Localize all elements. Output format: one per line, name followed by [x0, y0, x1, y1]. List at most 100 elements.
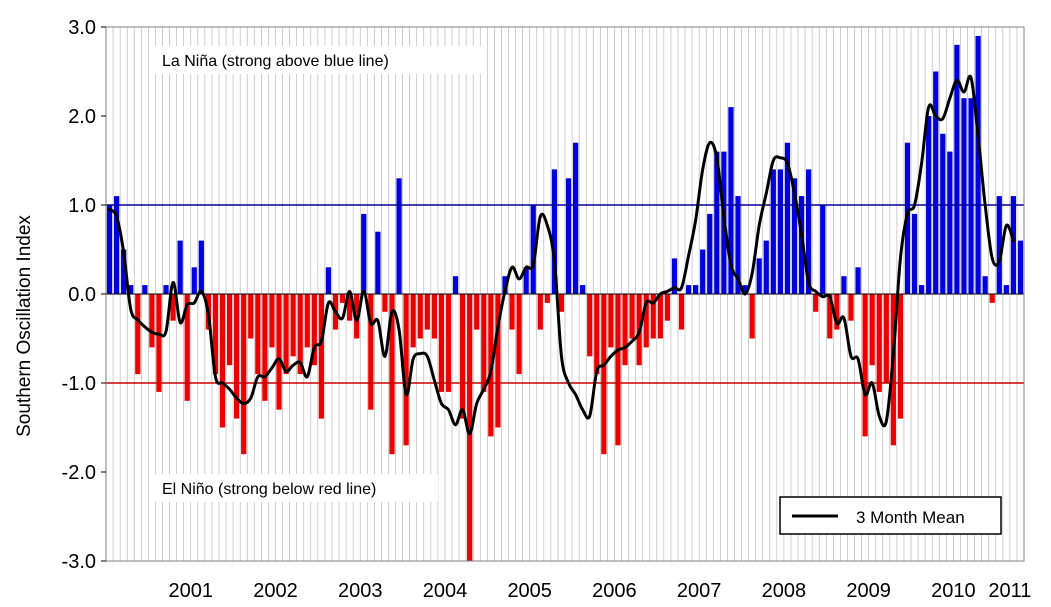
soi-bar [933, 71, 939, 294]
soi-bar [431, 294, 437, 339]
soi-bar [474, 294, 480, 330]
soi-bar [707, 213, 713, 294]
soi-bar [325, 267, 332, 294]
soi-bar [156, 294, 162, 392]
soi-bar [869, 294, 875, 366]
y-tick-label: 1.0 [68, 195, 96, 217]
soi-bar [911, 213, 918, 294]
soi-bar [276, 294, 282, 410]
soi-bar [982, 276, 988, 294]
soi-bar [763, 240, 769, 294]
soi-bar [283, 294, 289, 375]
soi-bar [587, 294, 593, 357]
y-axis-ticks: 3.0 2.0 1.0 0.0 -1.0 -2.0 -3.0 [62, 17, 106, 573]
soi-bar [693, 285, 699, 294]
y-tick-label: 0.0 [68, 284, 96, 306]
soi-bar [749, 294, 755, 339]
la-nina-annotation: La Niña (strong above blue line) [162, 53, 389, 70]
x-tick-label: 2009 [846, 580, 891, 602]
soi-bar [234, 294, 240, 419]
soi-bar [297, 294, 303, 375]
soi-bar [382, 294, 388, 312]
soi-bar [113, 196, 120, 294]
y-axis-title: Southern Oscillation Index [14, 215, 35, 437]
x-tick-label: 2007 [677, 580, 722, 602]
soi-bar [841, 276, 847, 294]
soi-bar [311, 294, 317, 366]
soi-bar [290, 294, 296, 357]
soi-bar [106, 205, 113, 294]
soi-bar [608, 294, 614, 348]
soi-bar [219, 294, 226, 428]
soi-bar [424, 294, 430, 330]
x-tick-label: 2001 [168, 580, 213, 602]
soi-bar [650, 294, 656, 339]
soi-bar [615, 294, 621, 446]
soi-bar [354, 294, 360, 339]
soi-bar [629, 294, 635, 339]
x-tick-label: 2010 [931, 580, 976, 602]
soi-bar [989, 294, 995, 303]
soi-bar [834, 294, 840, 330]
la-nina-annotation-box [155, 46, 487, 74]
soi-bar [820, 205, 826, 294]
soi-bar [361, 213, 367, 294]
soi-bar [580, 285, 586, 294]
soi-bar [664, 294, 671, 321]
soi-bar [523, 267, 529, 294]
soi-bar [452, 276, 459, 294]
soi-bar [1010, 196, 1017, 294]
x-tick-label: 2011 [988, 580, 1031, 602]
soi-bar [883, 294, 889, 383]
soi-bar [798, 196, 805, 294]
soi-bar [389, 294, 395, 455]
soi-bar [163, 285, 169, 294]
soi-bar [537, 294, 543, 330]
soi-bar [855, 267, 861, 294]
x-axis-ticks: 2001 2002 2003 2004 2005 2006 2007 2008 2009 2010… [168, 580, 1031, 602]
soi-bar [339, 294, 346, 303]
y-tick-label: -3.0 [62, 551, 96, 573]
soi-bar [728, 107, 734, 294]
x-tick-label: 2002 [253, 580, 298, 602]
soi-bar [304, 294, 310, 348]
soi-bar [791, 178, 798, 294]
x-tick-label: 2003 [338, 580, 383, 602]
soi-bar [714, 151, 720, 294]
soi-bar [128, 285, 134, 294]
soi-bar [643, 294, 649, 348]
soi-bar [685, 285, 692, 294]
soi-bar [403, 294, 409, 446]
soi-bar [742, 285, 748, 294]
soi-bar [551, 169, 558, 294]
soi-bar [248, 294, 254, 339]
soi-bar [516, 294, 522, 375]
soi-bar [947, 151, 953, 294]
soi-bar [975, 35, 981, 295]
soi-bar [700, 249, 706, 294]
soi-bar [918, 285, 925, 294]
soi-bar [657, 294, 663, 339]
soi-bar [876, 294, 882, 392]
soi-bar [996, 196, 1002, 294]
soi-bar [594, 294, 600, 375]
soi-bar [262, 294, 268, 401]
soi-bar [375, 231, 381, 294]
soi-bar [212, 294, 219, 375]
soi-bar [897, 294, 904, 419]
soi-bar [678, 294, 685, 330]
soi-bar [622, 294, 628, 366]
x-tick-label: 2004 [423, 580, 468, 602]
soi-bar [940, 133, 946, 294]
soi-bar [191, 267, 197, 294]
el-nino-annotation-box [155, 474, 438, 502]
y-tick-label: -1.0 [62, 373, 96, 395]
soi-bar [135, 294, 141, 375]
soi-bar [177, 240, 183, 294]
soi-bar [1017, 240, 1024, 294]
soi-bar [368, 294, 374, 410]
soi-bar [481, 294, 487, 392]
soi-bar [777, 169, 783, 294]
soi-bar [827, 294, 833, 339]
soi-bar [318, 294, 324, 419]
